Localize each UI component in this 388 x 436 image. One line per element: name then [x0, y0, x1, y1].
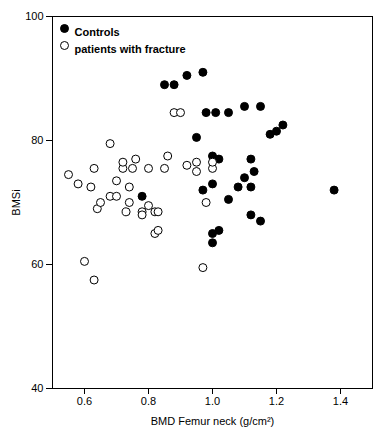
- svg-text:100: 100: [25, 10, 43, 22]
- svg-text:Controls: Controls: [75, 26, 120, 38]
- svg-text:1.2: 1.2: [269, 395, 284, 407]
- svg-text:40: 40: [31, 382, 43, 394]
- svg-text:BMSi: BMSi: [10, 189, 22, 215]
- svg-text:60: 60: [31, 258, 43, 270]
- svg-text:80: 80: [31, 134, 43, 146]
- svg-text:0.8: 0.8: [141, 395, 156, 407]
- svg-text:1.0: 1.0: [205, 395, 220, 407]
- svg-text:0.6: 0.6: [77, 395, 92, 407]
- svg-text:1.4: 1.4: [333, 395, 348, 407]
- svg-text:BMD Femur neck (g/cm²): BMD Femur neck (g/cm²): [151, 415, 274, 427]
- svg-text:patients with fracture: patients with fracture: [75, 43, 186, 55]
